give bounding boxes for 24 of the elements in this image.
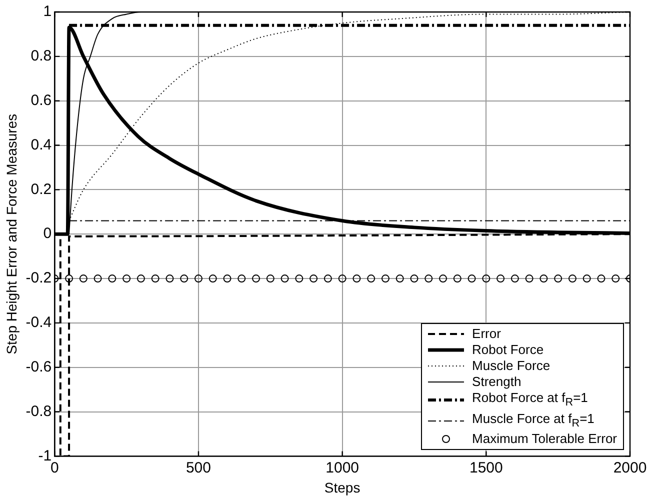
y-tick-label: 1: [43, 3, 52, 20]
legend-label: Error: [472, 326, 501, 342]
x-tick-label: 500: [186, 459, 211, 476]
legend-label: Strength: [472, 374, 522, 390]
y-tick-label: -1: [38, 447, 52, 464]
x-axis-title: Steps: [324, 479, 360, 496]
legend-label: Muscle Force: [472, 358, 550, 374]
y-tick-label: -0.6: [26, 358, 52, 376]
legend-label: Robot Force: [472, 342, 544, 358]
x-tick-label: 1000: [326, 459, 360, 476]
legend-label: Maximum Tolerable Error: [472, 431, 617, 448]
y-tick-label: -0.2: [26, 270, 52, 287]
y-tick-label: 0.2: [30, 180, 52, 198]
y-tick-label: 0: [43, 225, 52, 242]
x-tick-label: 2000: [613, 459, 647, 476]
y-tick-label: 0.8: [30, 48, 52, 65]
legend-label: Muscle Force at f$_{R}$=1: [472, 410, 594, 432]
y-tick-label: -0.8: [26, 402, 52, 420]
y-tick-label: 0.6: [30, 92, 52, 109]
legend-label: Robot Force at f$_{R}$=1: [472, 390, 588, 411]
y-tick-label: -0.4: [26, 314, 52, 332]
y-axis-title: Step Height Error and Force Measures: [3, 114, 20, 354]
x-tick-label: 1500: [469, 459, 503, 476]
y-tick-label: 0.4: [30, 136, 52, 154]
